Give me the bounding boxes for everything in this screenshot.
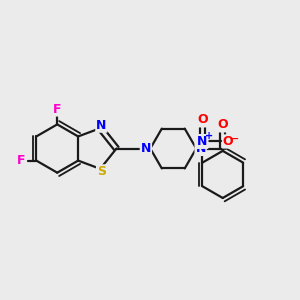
Text: N: N [196, 142, 206, 155]
Text: O: O [197, 113, 208, 127]
Text: F: F [17, 154, 25, 167]
Text: O: O [218, 118, 228, 131]
Text: N: N [197, 135, 208, 148]
Text: −: − [230, 134, 239, 143]
Text: O: O [223, 135, 233, 148]
Text: S: S [97, 165, 106, 178]
Text: +: + [205, 131, 213, 141]
Text: F: F [53, 103, 61, 116]
Text: N: N [96, 119, 106, 132]
Text: N: N [141, 142, 151, 155]
